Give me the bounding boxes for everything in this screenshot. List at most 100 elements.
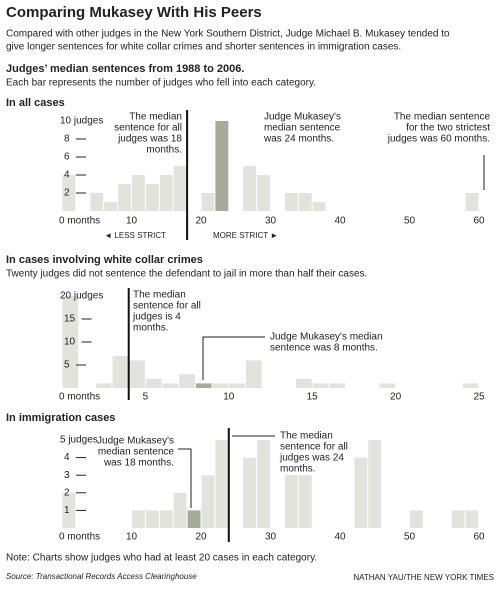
bar [257, 175, 270, 211]
bar [195, 383, 212, 388]
source: Source: Transactional Records Access Cle… [6, 572, 197, 581]
bar [298, 193, 312, 211]
bar [451, 510, 465, 528]
bar [162, 383, 179, 388]
direction-label: MORE STRICT ► [213, 231, 278, 240]
bar [312, 202, 326, 211]
annotation: months. [280, 464, 316, 475]
y-tick-label: 6 [64, 152, 70, 163]
y-tick-label: 5 [64, 360, 70, 371]
x-tick-label: 30 [265, 216, 277, 227]
annotation: sentence for all [114, 123, 182, 134]
y-tick-label: 10 judges [60, 116, 103, 127]
x-tick-label: 30 [265, 532, 277, 543]
bar [410, 510, 423, 528]
bar [132, 510, 145, 528]
bar [368, 440, 382, 528]
annotation: judges is 4 [132, 312, 181, 323]
x-tick-label: 60 [473, 532, 485, 543]
bar [329, 383, 346, 388]
y-tick-label: 8 [64, 134, 70, 145]
bar [201, 193, 215, 211]
bar [112, 355, 129, 388]
bar [187, 510, 201, 528]
y-tick-label: 3 [64, 470, 70, 481]
bar [296, 378, 312, 388]
bar [243, 166, 257, 211]
subtitle-line: Compared with other judges in the New Yo… [6, 29, 450, 40]
bar [257, 440, 270, 528]
x-tick-label: 50 [404, 216, 416, 227]
bar [245, 360, 262, 388]
bar [159, 175, 173, 211]
panel-subtitle: Twenty judges did not sentence the defen… [6, 269, 367, 280]
x-tick-label: 10 [126, 532, 138, 543]
x-tick-label: 60 [473, 216, 485, 227]
panel-title: In all cases [6, 97, 65, 109]
annotation: sentence for all [133, 301, 201, 312]
bar [173, 492, 187, 528]
x-tick-label: 15 [307, 392, 319, 403]
bar [298, 475, 312, 528]
annotation: Judge Mukasey's [264, 112, 341, 123]
bar [462, 383, 479, 388]
x-tick-label: 50 [404, 532, 416, 543]
x-tick-label: 25 [473, 392, 485, 403]
bar [62, 296, 79, 388]
bar [312, 383, 329, 388]
x-tick-label: 40 [334, 532, 346, 543]
x-tick-label: 40 [334, 216, 346, 227]
x-tick-label: 0 months [59, 532, 100, 543]
annotation: was 18 months. [103, 458, 174, 469]
panel-title: In cases involving white collar crimes [6, 254, 203, 266]
bar [215, 121, 229, 211]
annotation: The median [133, 290, 186, 301]
bar [284, 193, 298, 211]
x-tick-label: 0 months [59, 392, 100, 403]
x-tick-label: 10 [126, 216, 138, 227]
bar [229, 383, 245, 388]
y-tick-label: 2 [64, 188, 70, 199]
x-tick-label: 5 [143, 392, 149, 403]
subtitle-line: give longer sentences for white collar c… [6, 42, 401, 53]
bar [243, 457, 257, 528]
section-note: Each bar represents the number of judges… [6, 78, 316, 89]
panel-title: In immigration cases [6, 412, 115, 424]
x-tick-label: 10 [223, 392, 235, 403]
bar [129, 360, 145, 388]
page-title: Comparing Mukasey With His Peers [6, 4, 262, 21]
annotation: was 24 months. [263, 134, 334, 145]
bar [379, 383, 396, 388]
annotation: The median [280, 431, 333, 442]
bar [145, 510, 159, 528]
annotation: The median sentence [394, 112, 491, 123]
annotation: months. [133, 323, 169, 334]
y-tick-label: 4 [64, 452, 70, 463]
y-tick-label: 2 [64, 487, 70, 498]
y-tick-label: 20 judges [60, 291, 103, 302]
annotation: for the two strictest [406, 123, 490, 134]
annotation: sentence for all [280, 442, 348, 453]
bar [90, 193, 104, 211]
bar [354, 457, 368, 528]
annotation-leader [178, 448, 192, 508]
annotation: median sentence [98, 447, 175, 458]
bar [118, 184, 131, 211]
y-tick-label: 10 [64, 337, 76, 348]
y-tick-label: 15 [64, 314, 76, 325]
bar [201, 475, 215, 528]
bar [145, 184, 159, 211]
bar [145, 378, 162, 388]
y-tick-label: 5 judges [60, 435, 98, 446]
annotation: The median [129, 112, 182, 123]
bar [104, 202, 118, 211]
bar [62, 492, 76, 528]
annotation-leader [202, 336, 265, 380]
y-tick-label: 4 [64, 170, 70, 181]
bar [62, 175, 76, 211]
annotation: judges was 24 [279, 453, 344, 464]
annotation: judges was 18 [117, 134, 182, 145]
bar [95, 383, 112, 388]
annotation: judges was 60 months. [387, 134, 490, 145]
